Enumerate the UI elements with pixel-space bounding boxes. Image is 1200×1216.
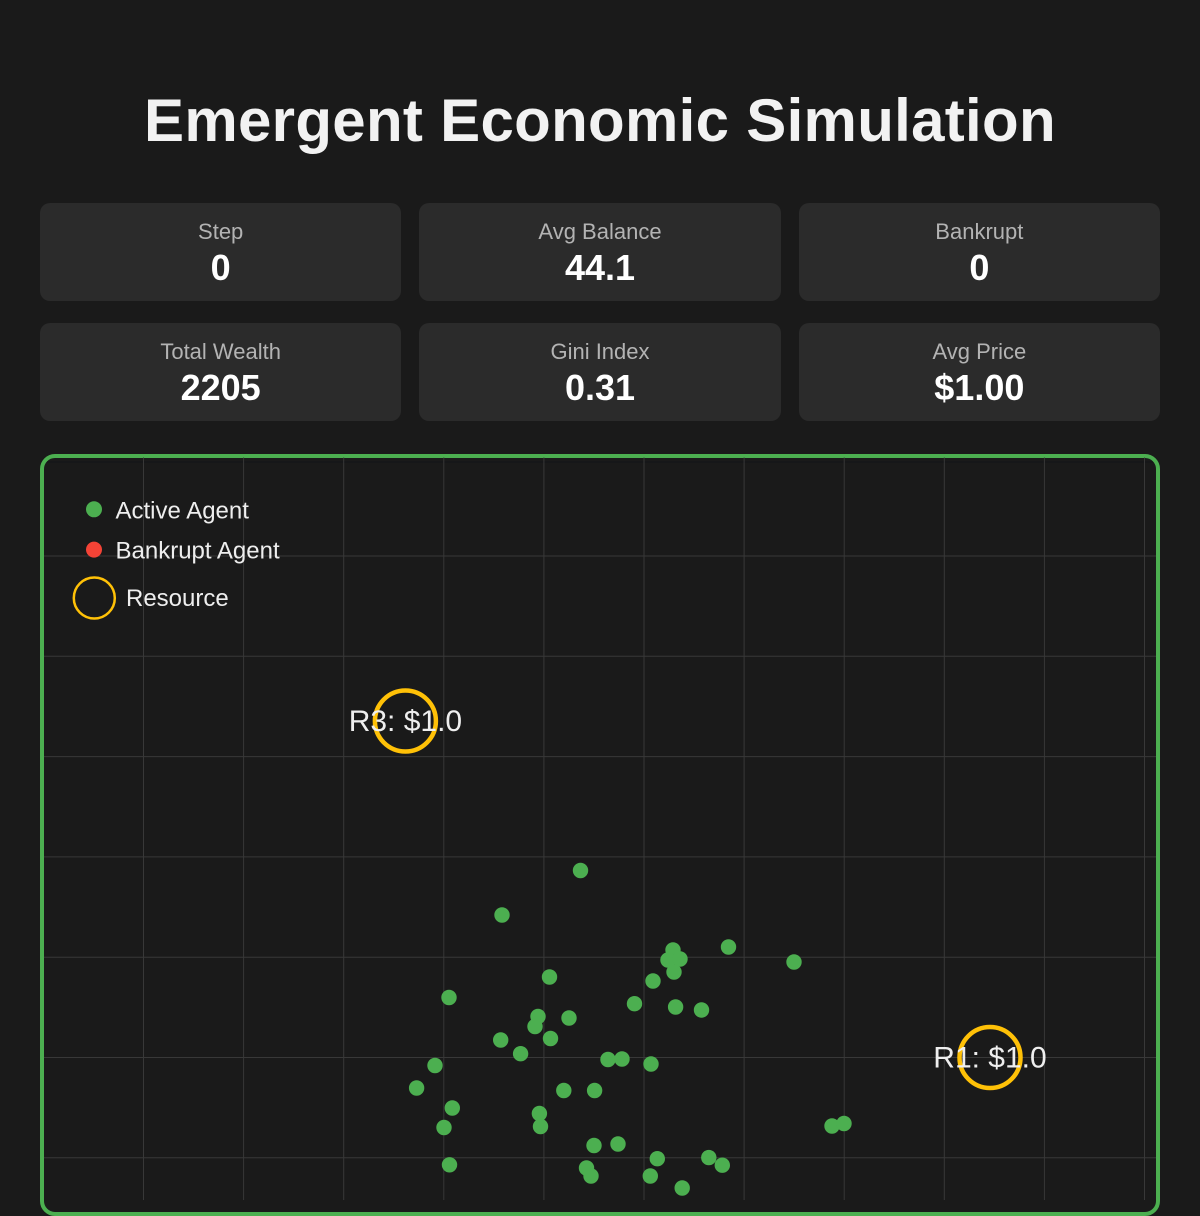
svg-text:Active Agent: Active Agent [116, 497, 250, 524]
svg-text:R1: $1.0: R1: $1.0 [933, 1042, 1046, 1075]
svg-text:Resource: Resource [126, 585, 229, 612]
svg-text:R3: $1.0: R3: $1.0 [349, 705, 462, 738]
svg-text:Bankrupt Agent: Bankrupt Agent [116, 538, 280, 565]
